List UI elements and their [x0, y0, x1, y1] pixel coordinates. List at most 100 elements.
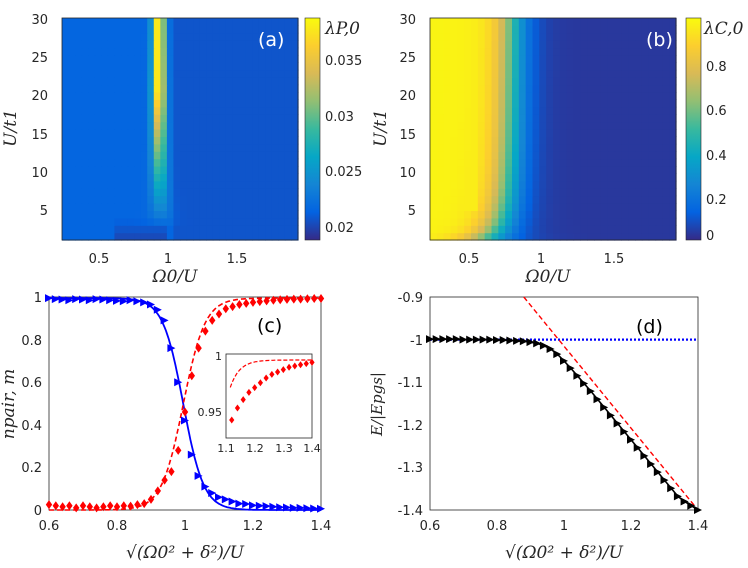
heatmap-b-cell: [532, 188, 540, 197]
heatmap-b-cell: [546, 77, 554, 86]
heatmap-a-cell: [271, 158, 279, 167]
heatmap-a-cell: [147, 129, 155, 137]
heatmap-a-cell: [180, 151, 188, 160]
heatmap-b-cell: [600, 143, 609, 152]
heatmap-b-cell: [607, 40, 616, 49]
heatmap-a-cell: [107, 136, 116, 145]
heatmap-b-cell: [484, 69, 493, 78]
heatmap-a-cell: [68, 210, 76, 219]
y-tick-label: -1.4: [398, 504, 423, 519]
heatmap-b-cell: [566, 106, 575, 115]
heatmap-a-cell: [265, 69, 273, 78]
heatmap-a-cell: [245, 195, 253, 204]
heatmap-a-cell: [160, 47, 168, 56]
heatmap-b-cell: [477, 217, 486, 226]
energy-marker: [426, 335, 434, 344]
heatmap-a-cell: [278, 25, 286, 34]
heatmap-b-cell: [457, 55, 465, 63]
heatmap-a-cell: [252, 32, 260, 41]
heatmap-b-cell: [484, 77, 493, 86]
heatmap-a-cell: [134, 106, 142, 115]
heatmap-b-cell: [607, 158, 616, 167]
heatmap-a-cell: [186, 225, 194, 234]
heatmap-b-cell: [539, 18, 547, 26]
heatmap-b-cell: [587, 62, 595, 71]
heatmap-a-cell: [271, 114, 279, 123]
heatmap-b-cell: [539, 151, 547, 160]
heatmap-b-cell: [525, 84, 534, 93]
heatmap-a-cell: [278, 217, 286, 226]
heatmap-b-cell: [614, 158, 622, 167]
m-marker: [270, 295, 277, 305]
heatmap-b-cell: [471, 180, 479, 189]
heatmap-a-cell: [199, 143, 207, 152]
heatmap-b-cell: [559, 188, 568, 197]
heatmap-a-cell: [75, 84, 83, 93]
heatmap-a-cell: [107, 188, 116, 197]
npair-marker: [296, 503, 305, 512]
heatmap-a-cell: [75, 143, 83, 152]
heatmap-b-cell: [635, 25, 643, 34]
y-tick-label: 15: [31, 128, 48, 143]
heatmap-b-cell: [518, 129, 527, 137]
heatmap-b-cell: [594, 143, 602, 152]
heatmap-b-cell: [518, 55, 527, 63]
heatmap-b-cell: [518, 106, 527, 115]
heatmap-b-cell: [607, 32, 616, 41]
heatmap-b-cell: [553, 203, 561, 211]
heatmap-b-cell: [546, 18, 554, 26]
heatmap-b-cell: [648, 210, 657, 219]
heatmap-a-cell: [153, 225, 161, 234]
colorbar-label-a: λP,0: [324, 19, 360, 39]
heatmap-b-cell: [594, 77, 602, 86]
heatmap-b-cell: [512, 32, 520, 41]
heatmap-b-cell: [491, 158, 499, 167]
heatmap-a-cell: [127, 77, 135, 86]
heatmap-a-cell: [88, 84, 96, 93]
heatmap-a-cell: [121, 203, 129, 211]
inset-marker: [275, 368, 281, 376]
heatmap-a-cell: [153, 129, 161, 137]
heatmap-a-cell: [62, 47, 70, 56]
heatmap-b-cell: [518, 99, 527, 108]
heatmap-b-cell: [669, 180, 677, 189]
heatmap-a-cell: [134, 99, 142, 108]
heatmap-b-cell: [559, 40, 568, 49]
heatmap-a-cell: [62, 166, 70, 174]
heatmap-a-cell: [101, 136, 109, 145]
heatmap-b-cell: [436, 92, 445, 100]
heatmap-b-cell: [566, 232, 575, 241]
heatmap-b-cell: [505, 55, 513, 63]
heatmap-b-cell: [443, 69, 452, 78]
heatmap-a-cell: [140, 99, 148, 108]
heatmap-b-cell: [484, 114, 493, 123]
heatmap-a-cell: [81, 62, 89, 71]
heatmap-b-cell: [648, 143, 657, 152]
heatmap-b-cell: [600, 114, 609, 123]
heatmap-a-cell: [186, 69, 194, 78]
heatmap-a-cell: [127, 25, 135, 34]
heatmap-a-cell: [81, 99, 89, 108]
heatmap-b-cell: [532, 92, 540, 100]
inset-x-tick-label: 1.1: [217, 442, 235, 455]
heatmap-b-cell: [587, 99, 595, 108]
heatmap-b-cell: [450, 143, 458, 152]
heatmap-a-cell: [68, 18, 76, 26]
heatmap-b-cell: [635, 188, 643, 197]
heatmap-a-cell: [173, 92, 181, 100]
heatmap-b-cell: [669, 158, 677, 167]
heatmap-a-cell: [107, 92, 116, 100]
inset-marker: [234, 404, 241, 412]
heatmap-b-cell: [566, 217, 575, 226]
heatmap-b-cell: [484, 232, 493, 241]
heatmap-b-cell: [505, 225, 513, 234]
heatmap-b-cell: [518, 158, 527, 167]
heatmap-b-cell: [553, 217, 561, 226]
heatmap-a-cell: [153, 69, 161, 78]
heatmap-a-cell: [186, 129, 194, 137]
heatmap-a-cell: [258, 84, 266, 93]
heatmap-a-cell: [232, 173, 240, 182]
heatmap-a-cell: [225, 225, 234, 234]
heatmap-b-cell: [443, 92, 452, 100]
heatmap-b-cell: [539, 25, 547, 34]
